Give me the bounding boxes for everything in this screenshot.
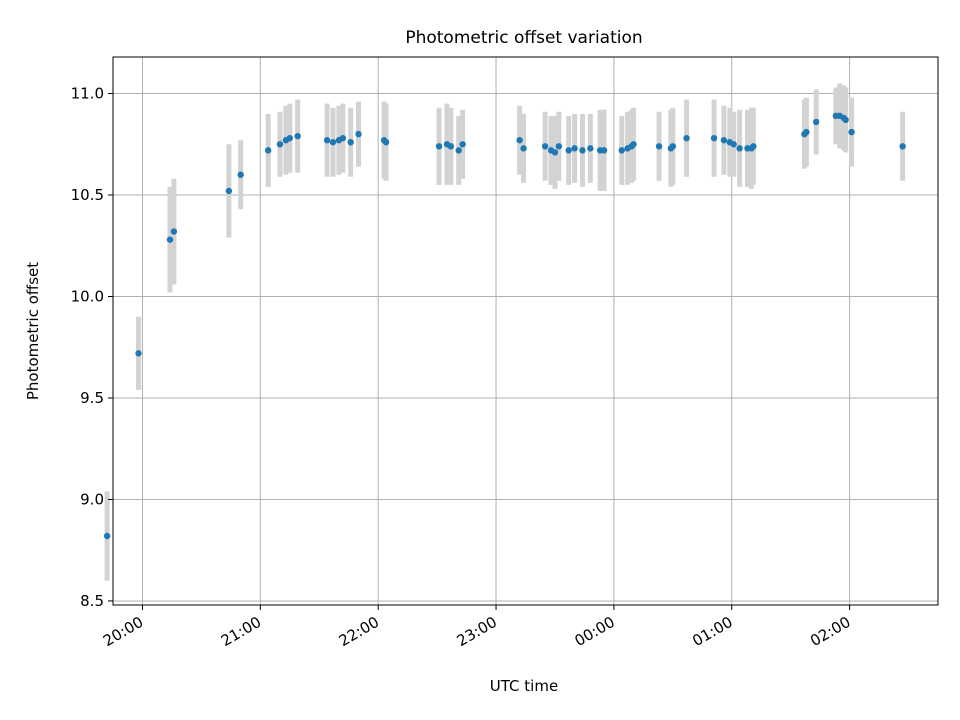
plot-frame [112, 56, 939, 606]
x-axis-label: UTC time [490, 677, 558, 695]
data-point [323, 137, 331, 144]
y-axis-label: Photometric offset [24, 262, 42, 400]
data-points [103, 112, 906, 540]
data-point [170, 228, 178, 235]
y-axis-ticks: 8.5 9.0 9.5 10.0 10.5 11.0 [71, 85, 113, 610]
data-point [286, 134, 293, 142]
data-point [455, 147, 462, 154]
data-point [541, 143, 549, 150]
data-point [520, 145, 527, 152]
chart-title: Photometric offset variation [405, 28, 642, 48]
y-tick-label: 9.5 [80, 389, 104, 407]
y-tick-label: 11.0 [71, 85, 104, 103]
data-point [655, 143, 663, 150]
data-point [435, 143, 443, 150]
data-point [276, 141, 284, 148]
data-point [459, 141, 466, 148]
data-point [135, 350, 142, 357]
data-point [848, 128, 855, 136]
data-point [225, 187, 233, 195]
data-point [355, 130, 362, 138]
data-point [579, 147, 586, 154]
data-point [600, 147, 608, 154]
data-point [555, 143, 563, 150]
data-point [264, 147, 272, 154]
data-point [166, 236, 174, 243]
data-point [587, 145, 594, 152]
data-point [730, 141, 737, 148]
y-tick-label: 10.5 [71, 186, 104, 204]
y-tick-label: 8.5 [80, 592, 104, 610]
data-point [803, 128, 810, 136]
data-point [899, 143, 906, 150]
y-tick-label: 10.0 [71, 287, 104, 305]
data-point [630, 141, 637, 148]
data-point [565, 147, 572, 154]
data-point [339, 134, 347, 142]
data-point [683, 134, 690, 142]
data-point [382, 139, 390, 146]
data-point [842, 116, 849, 124]
data-point [329, 139, 337, 146]
data-point [736, 145, 743, 152]
data-point [347, 139, 354, 146]
data-point [571, 145, 578, 152]
data-point [447, 143, 455, 150]
data-point [294, 132, 301, 140]
data-point [669, 143, 677, 150]
grid-lines [113, 57, 938, 605]
data-point [516, 137, 523, 144]
data-point [710, 134, 718, 142]
data-point [237, 171, 244, 178]
data-point [720, 137, 728, 144]
data-point [551, 149, 559, 156]
data-point [103, 532, 111, 540]
data-point [750, 143, 757, 150]
data-point [813, 118, 820, 126]
data-point [618, 147, 625, 154]
y-tick-label: 9.0 [80, 490, 104, 508]
